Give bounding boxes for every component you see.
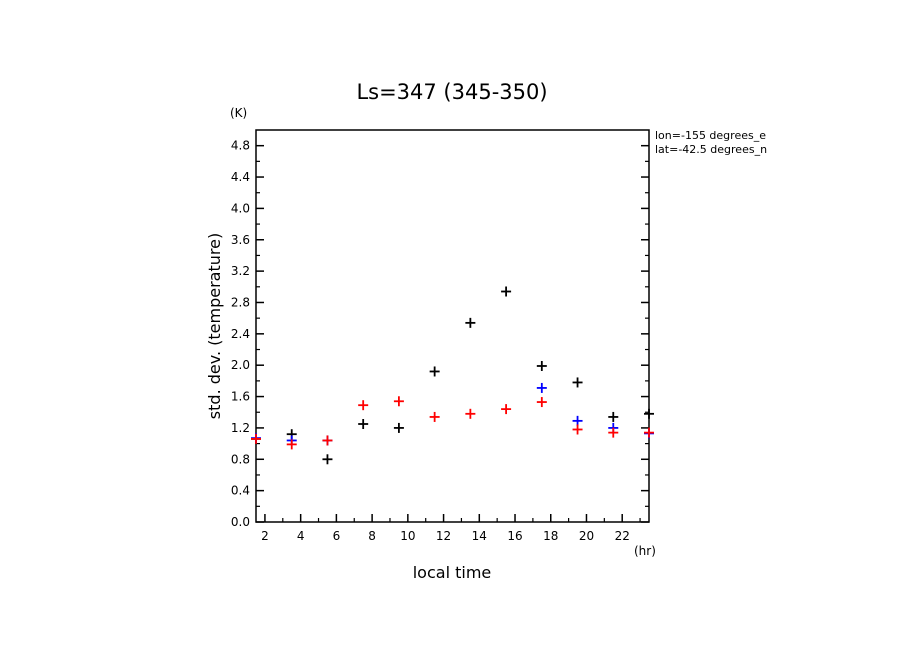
y-tick-label: 0.4 <box>231 484 250 498</box>
x-tick-label: 14 <box>472 529 487 543</box>
chart-title: Ls=347 (345-350) <box>356 80 547 104</box>
y-axis-label: std. dev. (temperature) <box>205 233 224 419</box>
data-point <box>644 408 654 419</box>
x-tick-label: 4 <box>297 529 305 543</box>
data-point <box>251 433 261 444</box>
data-point <box>465 408 476 419</box>
data-point <box>536 397 547 408</box>
y-tick-label: 0.8 <box>231 452 250 466</box>
data-point <box>501 286 512 297</box>
y-unit-label: (K) <box>230 106 247 120</box>
data-point <box>358 419 369 429</box>
data-point <box>608 427 619 438</box>
data-point <box>572 415 583 426</box>
y-tick-label: 1.2 <box>231 421 250 435</box>
x-tick-label: 10 <box>400 529 415 543</box>
x-tick-label: 6 <box>333 529 341 543</box>
y-tick-label: 3.2 <box>231 264 250 278</box>
annotation-lon: lon=-155 degrees_e <box>655 129 766 142</box>
data-point <box>393 396 404 407</box>
x-tick-label: 18 <box>543 529 558 543</box>
x-tick-label: 20 <box>579 529 594 543</box>
y-tick-label: 1.6 <box>231 390 250 404</box>
annotation-lat: lat=-42.5 degrees_n <box>655 143 767 156</box>
data-point <box>644 427 654 438</box>
x-tick-label: 16 <box>507 529 522 543</box>
y-tick-label: 2.8 <box>231 295 250 309</box>
y-tick-label: 3.6 <box>231 233 250 247</box>
y-tick-label: 4.0 <box>231 201 250 215</box>
plot-frame <box>255 129 650 523</box>
data-point <box>572 377 583 388</box>
x-axis: 2 4 6 8 10 12 14 16 18 20 22 <box>261 514 641 543</box>
y-tick-label: 2.4 <box>231 327 250 341</box>
x-axis-label: local time <box>413 563 492 582</box>
y-tick-label: 4.4 <box>231 170 250 184</box>
data-point <box>429 411 440 422</box>
data-point <box>393 422 404 433</box>
data-point <box>536 382 547 393</box>
x-unit-label: (hr) <box>634 544 656 558</box>
x-tick-label: 12 <box>436 529 451 543</box>
data-point <box>358 400 369 411</box>
data-point <box>501 404 512 415</box>
y-axis: 0.0 0.4 0.8 1.2 1.6 2.0 2.4 2.8 3.2 3.6 4.0 4.4 4.8 <box>231 139 649 529</box>
x-tick-label: 2 <box>261 529 269 543</box>
data-point <box>608 411 619 422</box>
data-point <box>429 366 440 377</box>
data-point <box>572 424 583 435</box>
data-points <box>251 286 654 465</box>
data-point <box>322 435 333 446</box>
y-tick-label: 0.0 <box>231 515 250 529</box>
data-point <box>465 317 476 328</box>
data-point <box>536 360 547 371</box>
data-point <box>322 454 333 465</box>
x-tick-label: 22 <box>615 529 630 543</box>
data-point <box>286 439 297 450</box>
y-tick-label: 2.0 <box>231 358 250 372</box>
y-tick-label: 4.8 <box>231 139 250 153</box>
x-tick-label: 8 <box>368 529 376 543</box>
